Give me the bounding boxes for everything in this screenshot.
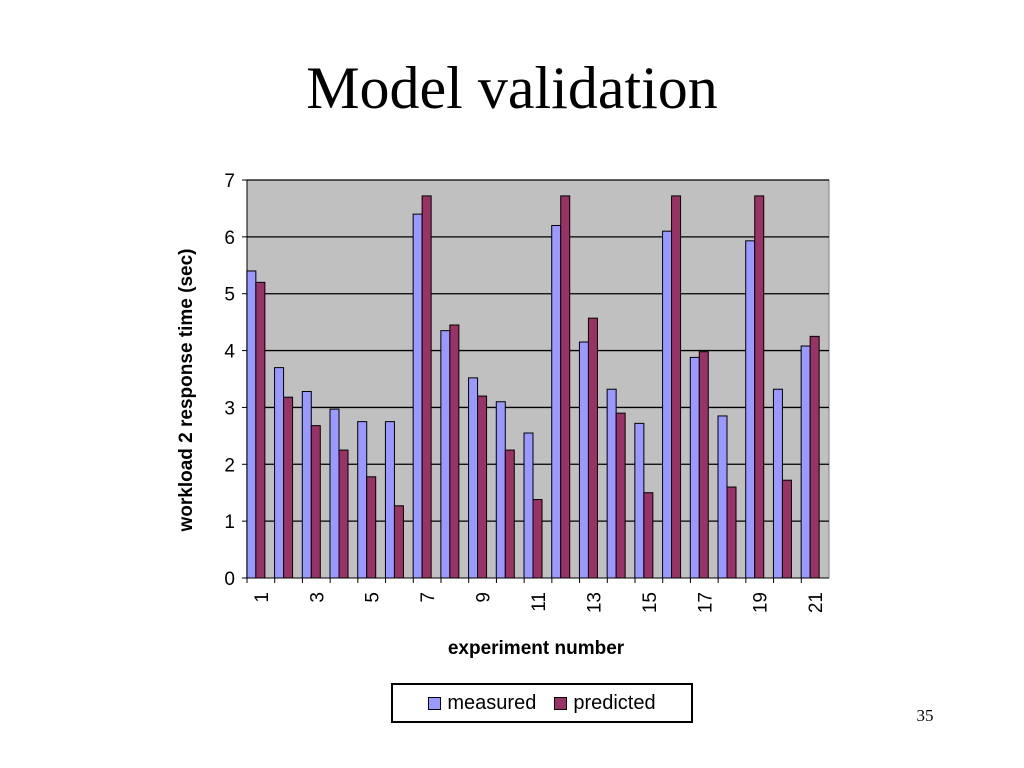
- bar-predicted-20: [781, 479, 792, 579]
- y-tick-label: 4: [224, 342, 235, 363]
- bar-measured-4: [329, 408, 340, 579]
- bar-predicted-17: [698, 351, 709, 579]
- slide-title: Model validation: [306, 55, 718, 121]
- x-tick-label: 17: [695, 592, 716, 613]
- y-tick-label: 7: [224, 171, 235, 192]
- bar-measured-16: [662, 230, 673, 579]
- x-tick-label: 21: [806, 592, 827, 613]
- bar-predicted-10: [504, 449, 515, 579]
- bar-measured-15: [634, 422, 645, 579]
- y-tick-label: 1: [224, 512, 235, 533]
- bar-predicted-21: [809, 335, 820, 579]
- bar-predicted-3: [310, 425, 321, 579]
- x-tick-label: 7: [418, 592, 439, 603]
- legend-item-predicted: predicted: [554, 691, 656, 715]
- bar-predicted-1: [255, 281, 266, 579]
- bar-predicted-9: [477, 395, 488, 579]
- legend-swatch-measured: [428, 696, 442, 710]
- bar-predicted-2: [283, 396, 294, 579]
- y-tick-label: 5: [224, 285, 235, 306]
- x-tick-label: 9: [474, 592, 495, 603]
- bar-predicted-16: [671, 195, 682, 579]
- bar-measured-20: [772, 388, 783, 579]
- bar-measured-1: [246, 270, 257, 579]
- bar-predicted-11: [532, 499, 543, 579]
- chart-legend: measured predicted: [391, 683, 693, 723]
- x-ticks: 1 3 5 7 9 11 13 15 17 19 21: [246, 578, 827, 613]
- legend-label-predicted: predicted: [573, 691, 656, 714]
- bar-predicted-6: [393, 505, 404, 579]
- bar-measured-10: [495, 401, 506, 579]
- bar-predicted-19: [754, 195, 765, 579]
- bar-measured-3: [301, 391, 312, 579]
- bar-measured-5: [357, 421, 368, 579]
- y-tick-label: 2: [224, 455, 235, 476]
- legend-item-measured: measured: [428, 692, 536, 715]
- bar-measured-21: [800, 345, 811, 579]
- bar-measured-6: [384, 421, 395, 579]
- bar-predicted-5: [366, 476, 377, 579]
- legend-label-measured: measured: [447, 691, 537, 714]
- bar-predicted-7: [421, 195, 432, 579]
- bar-predicted-4: [338, 449, 349, 579]
- bar-measured-17: [689, 356, 700, 579]
- bar-measured-8: [440, 330, 451, 579]
- x-tick-label: 19: [751, 592, 772, 613]
- bars: [246, 195, 820, 579]
- y-ticks: 0 1 2 3 4 5 6 7: [224, 171, 247, 590]
- y-tick-label: 3: [224, 398, 235, 419]
- bar-measured-7: [412, 213, 423, 579]
- bar-measured-11: [523, 432, 534, 579]
- slide-number: 35: [916, 706, 934, 725]
- x-tick-label: 11: [529, 592, 550, 612]
- bar-measured-19: [745, 240, 756, 579]
- x-tick-label: 5: [363, 592, 384, 603]
- bar-predicted-15: [643, 492, 654, 579]
- bar-measured-2: [274, 367, 285, 579]
- x-axis-label: experiment number: [448, 638, 625, 659]
- bar-measured-18: [717, 415, 728, 579]
- x-tick-label: 15: [640, 592, 661, 613]
- bar-predicted-13: [587, 317, 598, 579]
- y-tick-label: 6: [224, 228, 235, 249]
- legend-swatch-predicted: [554, 696, 568, 710]
- bar-measured-12: [551, 224, 562, 579]
- x-tick-label: 13: [584, 592, 605, 613]
- bar-measured-13: [578, 341, 589, 579]
- bar-predicted-8: [449, 324, 460, 579]
- bar-predicted-14: [615, 412, 626, 579]
- y-tick-label: 0: [224, 569, 235, 590]
- x-tick-label: 3: [307, 592, 328, 603]
- bar-measured-14: [606, 388, 617, 579]
- bar-predicted-12: [560, 195, 571, 579]
- bar-predicted-18: [726, 486, 737, 579]
- bar-measured-9: [468, 377, 479, 579]
- x-tick-label: 1: [252, 592, 273, 603]
- y-axis-label: workload 2 response time (sec): [176, 249, 197, 533]
